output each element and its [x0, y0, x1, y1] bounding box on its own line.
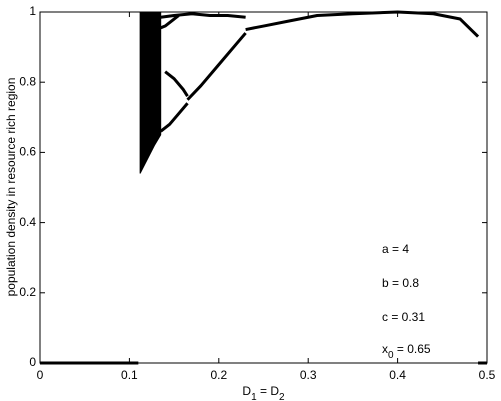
x-tick-label: 0.5 [479, 368, 496, 382]
x-axis-label-part: D [242, 384, 251, 398]
branch-line [245, 10, 480, 38]
branch-line [164, 70, 189, 98]
y-tick-label: 0.6 [19, 145, 36, 159]
y-axis-label: population density in resource rich regi… [4, 78, 18, 297]
x-tick-label: 0.3 [300, 368, 317, 382]
annotation: c = 0.31 [382, 310, 425, 324]
annotation-part: b = 0.8 [382, 276, 419, 290]
annotation-part: 0 [388, 350, 394, 361]
x-axis-label-part: 1 [251, 392, 257, 401]
y-tick-label: 0.2 [19, 285, 36, 299]
x-tick-label: 0.1 [121, 368, 138, 382]
annotation-part: a = 4 [382, 242, 409, 256]
annotation: b = 0.8 [382, 276, 419, 290]
x-tick-label: 0.4 [389, 368, 406, 382]
y-tick-label: 0 [29, 355, 36, 369]
annotation-part: x [382, 342, 388, 356]
annotation-part: = 0.65 [394, 342, 431, 356]
annotation-part: c = 0.31 [382, 310, 425, 324]
plot-frame [39, 11, 488, 364]
y-tick-label: 1 [29, 4, 36, 18]
x-axis-label: D1 = D2 [242, 384, 285, 401]
annotation: x0 = 0.65 [382, 342, 431, 360]
x-tick-label: 0.2 [210, 368, 227, 382]
branch-line [160, 14, 180, 30]
x-axis-label-part: 2 [279, 392, 285, 401]
branch-line [159, 102, 189, 133]
branch-line [160, 12, 246, 19]
y-tick-label: 0.8 [19, 74, 36, 88]
branch-line [186, 32, 247, 101]
x-tick-label: 0 [37, 368, 44, 382]
y-tick-label: 0.4 [19, 215, 36, 229]
annotation: a = 4 [382, 242, 409, 256]
x-axis-label-part: = D [257, 384, 280, 398]
